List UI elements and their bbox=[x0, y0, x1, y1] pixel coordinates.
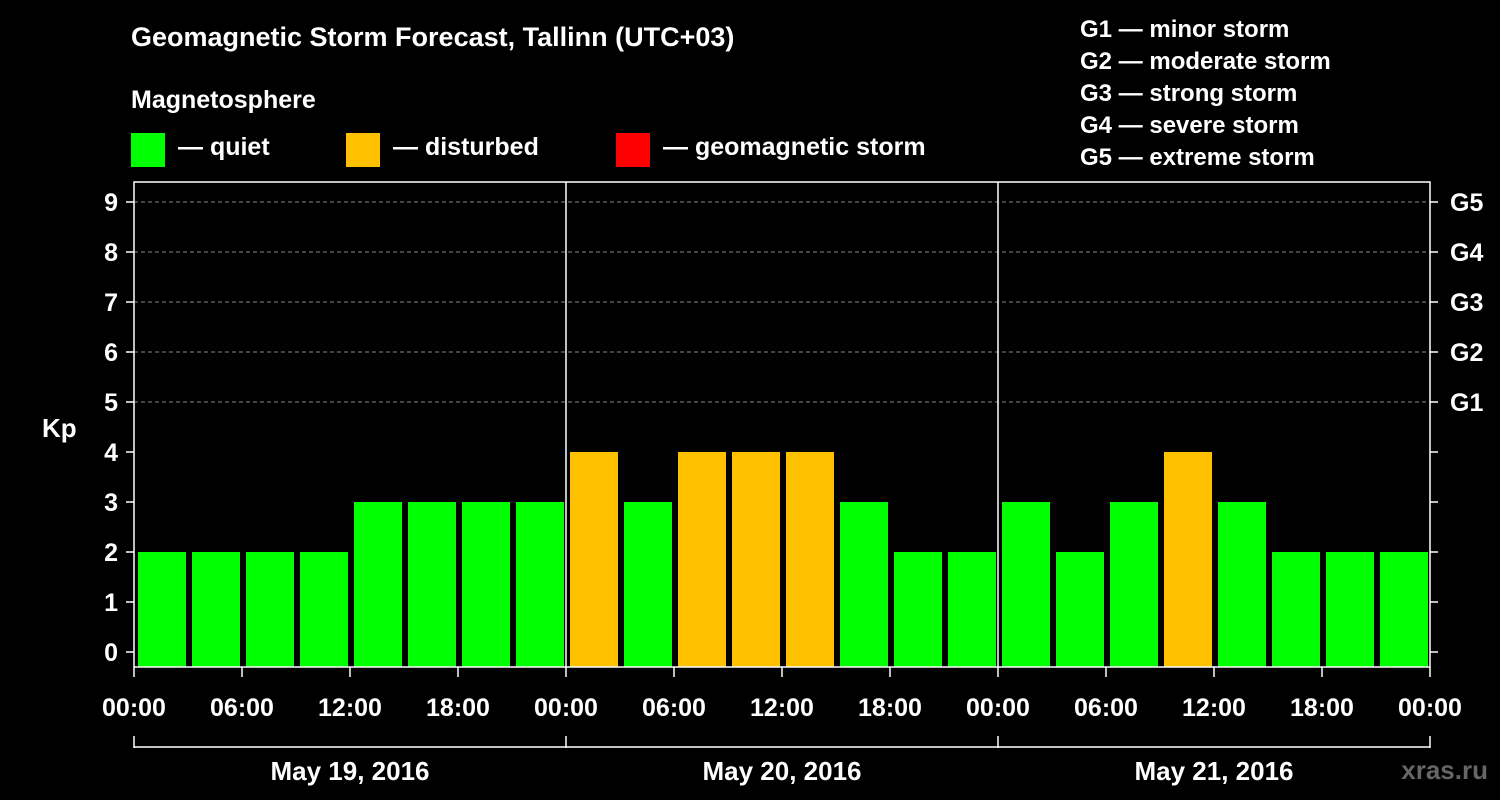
right-axis-label: G3 bbox=[1450, 289, 1483, 317]
legend-swatch-quiet bbox=[131, 133, 165, 167]
bar-kp bbox=[300, 552, 348, 667]
x-tick-label: 18:00 bbox=[426, 694, 490, 722]
right-axis-label: G2 bbox=[1450, 339, 1483, 367]
bar-kp bbox=[138, 552, 186, 667]
y-axis-label: Kp bbox=[42, 413, 77, 443]
y-tick-label: 4 bbox=[104, 439, 118, 467]
storm-scale-g3: G3 — strong storm bbox=[1080, 80, 1298, 107]
x-tick-label: 18:00 bbox=[1290, 694, 1354, 722]
legend-label-storm: — geomagnetic storm bbox=[663, 133, 926, 161]
bar-kp bbox=[1326, 552, 1374, 667]
x-tick-label: 00:00 bbox=[1398, 694, 1462, 722]
bar-kp bbox=[1164, 452, 1212, 667]
bar-kp bbox=[1110, 502, 1158, 667]
legend-swatch-disturbed bbox=[346, 133, 380, 167]
storm-scale-legend: G1 — minor storm G2 — moderate storm G3 … bbox=[1080, 14, 1331, 174]
bar-kp bbox=[354, 502, 402, 667]
x-tick-label: 06:00 bbox=[1074, 694, 1138, 722]
legend-swatch-storm bbox=[616, 133, 650, 167]
chart-title: Geomagnetic Storm Forecast, Tallinn (UTC… bbox=[131, 22, 735, 52]
right-axis-label: G1 bbox=[1450, 389, 1483, 417]
x-tick-label: 12:00 bbox=[318, 694, 382, 722]
legend-label-disturbed: — disturbed bbox=[393, 133, 539, 161]
bar-kp bbox=[678, 452, 726, 667]
bar-kp bbox=[1218, 502, 1266, 667]
bar-kp bbox=[516, 502, 564, 667]
bar-kp bbox=[732, 452, 780, 667]
bar-kp bbox=[408, 502, 456, 667]
y-tick-label: 1 bbox=[104, 589, 118, 617]
bar-kp bbox=[1002, 502, 1050, 667]
day-label: May 19, 2016 bbox=[270, 756, 429, 786]
bar-kp bbox=[570, 452, 618, 667]
right-axis-label: G4 bbox=[1450, 239, 1483, 267]
day-label: May 21, 2016 bbox=[1134, 756, 1293, 786]
bar-kp bbox=[624, 502, 672, 667]
x-tick-label: 00:00 bbox=[534, 694, 598, 722]
bar-kp bbox=[246, 552, 294, 667]
bar-kp bbox=[462, 502, 510, 667]
y-tick-label: 9 bbox=[104, 189, 118, 217]
y-tick-label: 0 bbox=[104, 639, 118, 667]
storm-scale-g1: G1 — minor storm bbox=[1080, 16, 1290, 43]
y-tick-label: 5 bbox=[104, 389, 118, 417]
legend-label-quiet: — quiet bbox=[178, 133, 270, 161]
bar-kp bbox=[894, 552, 942, 667]
storm-scale-g5: G5 — extreme storm bbox=[1080, 144, 1315, 171]
x-tick-label: 18:00 bbox=[858, 694, 922, 722]
y-tick-label: 8 bbox=[104, 239, 118, 267]
bar-kp bbox=[1056, 552, 1104, 667]
magnetosphere-title: Magnetosphere bbox=[131, 86, 316, 114]
x-tick-label: 00:00 bbox=[966, 694, 1030, 722]
y-tick-label: 7 bbox=[104, 289, 118, 317]
watermark: xras.ru bbox=[1401, 755, 1488, 785]
x-tick-label: 06:00 bbox=[642, 694, 706, 722]
y-tick-label: 2 bbox=[104, 539, 118, 567]
right-axis-label: G5 bbox=[1450, 189, 1483, 217]
bar-kp bbox=[948, 552, 996, 667]
x-tick-label: 00:00 bbox=[102, 694, 166, 722]
storm-scale-g4: G4 — severe storm bbox=[1080, 112, 1299, 139]
bar-kp bbox=[1380, 552, 1428, 667]
bar-kp bbox=[786, 452, 834, 667]
bar-kp bbox=[840, 502, 888, 667]
storm-scale-g2: G2 — moderate storm bbox=[1080, 48, 1331, 75]
y-tick-label: 6 bbox=[104, 339, 118, 367]
y-tick-label: 3 bbox=[104, 489, 118, 517]
x-tick-label: 12:00 bbox=[1182, 694, 1246, 722]
bar-kp bbox=[1272, 552, 1320, 667]
x-tick-label: 06:00 bbox=[210, 694, 274, 722]
x-tick-label: 12:00 bbox=[750, 694, 814, 722]
day-label: May 20, 2016 bbox=[702, 756, 861, 786]
bar-kp bbox=[192, 552, 240, 667]
